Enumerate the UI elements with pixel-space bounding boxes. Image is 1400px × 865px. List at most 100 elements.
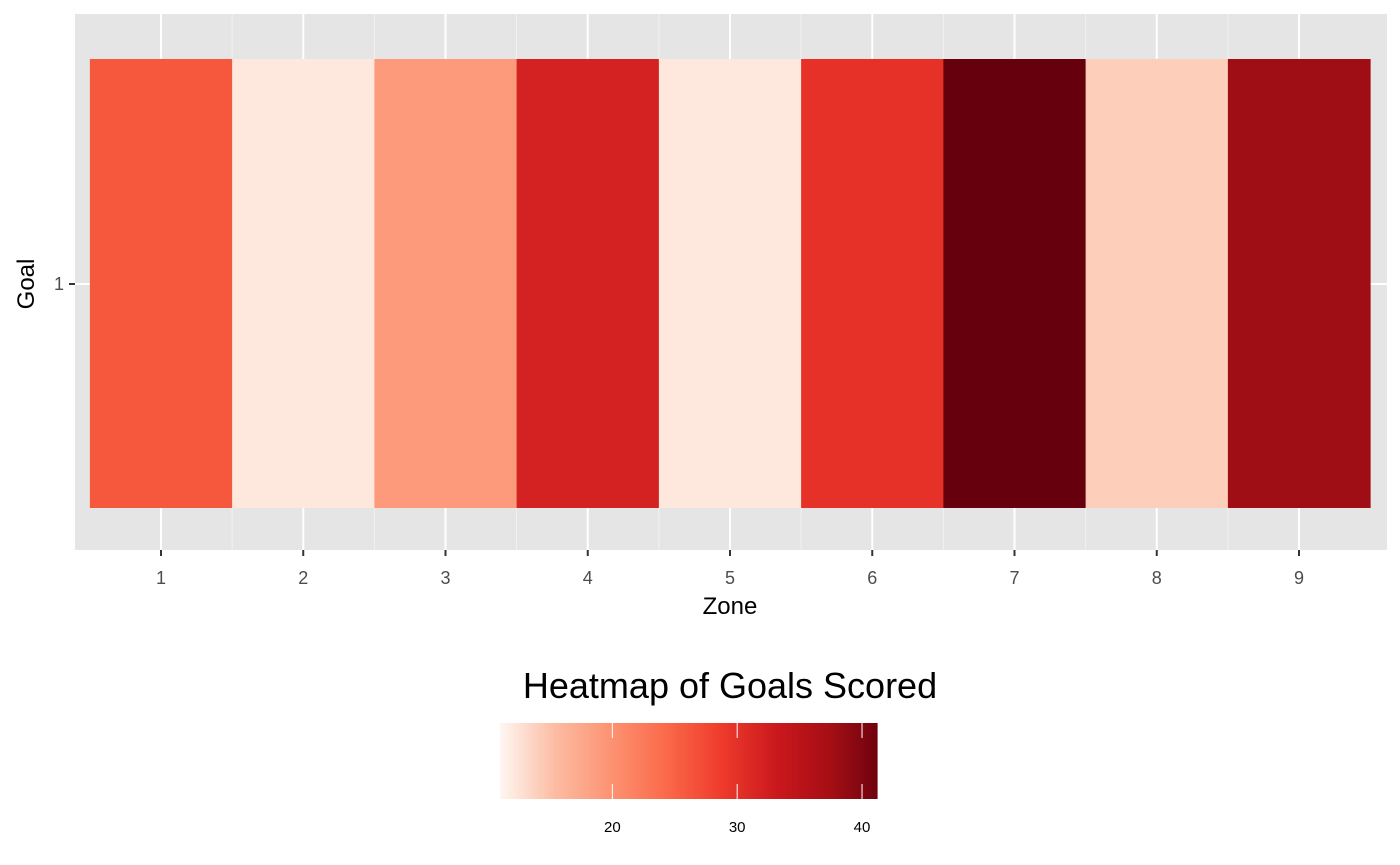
legend-color-segment	[644, 723, 649, 799]
legend-color-segment	[669, 723, 674, 799]
x-axis-ticks: 1 2 3 4 5 6 7 8 9	[156, 550, 1304, 588]
legend-color-segment	[565, 723, 570, 799]
legend-color-segment	[694, 723, 699, 799]
x-tick-label: 5	[725, 568, 735, 588]
legend-color-segment	[500, 723, 504, 799]
legend-color-segment	[628, 723, 633, 799]
legend-color-segment	[600, 723, 605, 799]
legend-tick-label: 20	[604, 819, 621, 836]
legend-color-segment	[591, 723, 595, 799]
legend-color-segment	[569, 723, 573, 799]
legend-color-segment	[792, 723, 796, 799]
legend-color-segment	[701, 723, 705, 799]
heatmap-tile	[89, 59, 233, 508]
y-axis-title: Goal	[13, 259, 40, 310]
legend-color-segment	[547, 723, 551, 799]
legend-color-segment	[801, 723, 806, 799]
legend-color-segment	[631, 723, 636, 799]
x-tick-label: 2	[298, 568, 308, 588]
legend-color-segment	[811, 723, 815, 799]
legend-color-segment	[666, 723, 671, 799]
heatmap-tile	[374, 59, 518, 508]
x-tick-label: 6	[867, 568, 877, 588]
legend-color-segment	[842, 723, 847, 799]
legend-color-segment	[836, 723, 840, 799]
legend-color-segment	[785, 723, 790, 799]
legend-color-segment	[635, 723, 639, 799]
legend-color-segment	[858, 723, 862, 799]
legend-color-segment	[848, 723, 853, 799]
legend-color-segment	[597, 723, 602, 799]
legend-color-segment	[556, 723, 561, 799]
legend-color-segment	[716, 723, 721, 799]
x-axis-title: Zone	[703, 593, 758, 620]
legend-color-segment	[833, 723, 837, 799]
legend-color-segment	[855, 723, 859, 799]
legend-color-segment	[763, 723, 768, 799]
legend-color-segment	[839, 723, 844, 799]
legend-color-segment	[697, 723, 702, 799]
legend-color-segment	[735, 723, 740, 799]
legend-color-segment	[820, 723, 825, 799]
legend-color-segment	[726, 723, 730, 799]
legend-color-segment	[653, 723, 658, 799]
legend-color-segment	[525, 723, 529, 799]
legend-color-segment	[650, 723, 655, 799]
legend-color-segment	[723, 723, 727, 799]
legend-color-segment	[789, 723, 793, 799]
legend-color-segment	[691, 723, 696, 799]
x-tick-label: 3	[440, 568, 450, 588]
heatmap-tile	[943, 59, 1087, 508]
legend-tick-label: 30	[729, 819, 746, 836]
x-tick-label: 4	[583, 568, 593, 588]
legend-color-segment	[553, 723, 558, 799]
heatmap-tiles	[89, 59, 1371, 508]
legend-color-segment	[829, 723, 834, 799]
x-tick-label: 1	[156, 568, 166, 588]
legend-color-segment	[870, 723, 875, 799]
legend-color-segment	[779, 723, 784, 799]
legend-color-segment	[748, 723, 752, 799]
legend-color-segment	[685, 723, 690, 799]
legend-color-segment	[603, 723, 608, 799]
legend-color-segment	[826, 723, 831, 799]
legend-color-segment	[851, 723, 856, 799]
legend-color-segment	[506, 723, 511, 799]
legend-color-segment	[751, 723, 756, 799]
legend-color-segment	[534, 723, 539, 799]
legend-color-segment	[804, 723, 809, 799]
legend-color-segment	[518, 723, 523, 799]
legend-color-segment	[757, 723, 762, 799]
y-tick-label: 1	[54, 274, 64, 294]
legend-color-segment	[512, 723, 517, 799]
legend-color-segment	[540, 723, 545, 799]
y-axis-ticks: 1	[54, 274, 75, 294]
legend-color-segment	[710, 723, 715, 799]
legend-color-segment	[682, 723, 686, 799]
legend-color-segment	[770, 723, 774, 799]
legend-color-segment	[707, 723, 712, 799]
color-legend: 20 30 40	[500, 723, 878, 836]
legend-color-segment	[657, 723, 661, 799]
legend-color-segment	[606, 723, 611, 799]
legend-color-segment	[773, 723, 778, 799]
legend-color-segment	[776, 723, 781, 799]
legend-color-segment	[594, 723, 598, 799]
x-tick-label: 9	[1294, 568, 1304, 588]
legend-color-segment	[609, 723, 614, 799]
legend-color-segment	[675, 723, 680, 799]
legend-color-segment	[572, 723, 576, 799]
heatmap-tile	[658, 59, 802, 508]
legend-color-segment	[713, 723, 718, 799]
legend-color-segment	[782, 723, 787, 799]
legend-color-segment	[619, 723, 624, 799]
legend-color-segment	[521, 723, 526, 799]
legend-color-segment	[537, 723, 542, 799]
legend-color-segment	[807, 723, 812, 799]
legend-color-segment	[663, 723, 668, 799]
legend-color-segment	[660, 723, 664, 799]
legend-color-segment	[638, 723, 642, 799]
legend-color-segment	[754, 723, 759, 799]
x-tick-label: 7	[1009, 568, 1019, 588]
